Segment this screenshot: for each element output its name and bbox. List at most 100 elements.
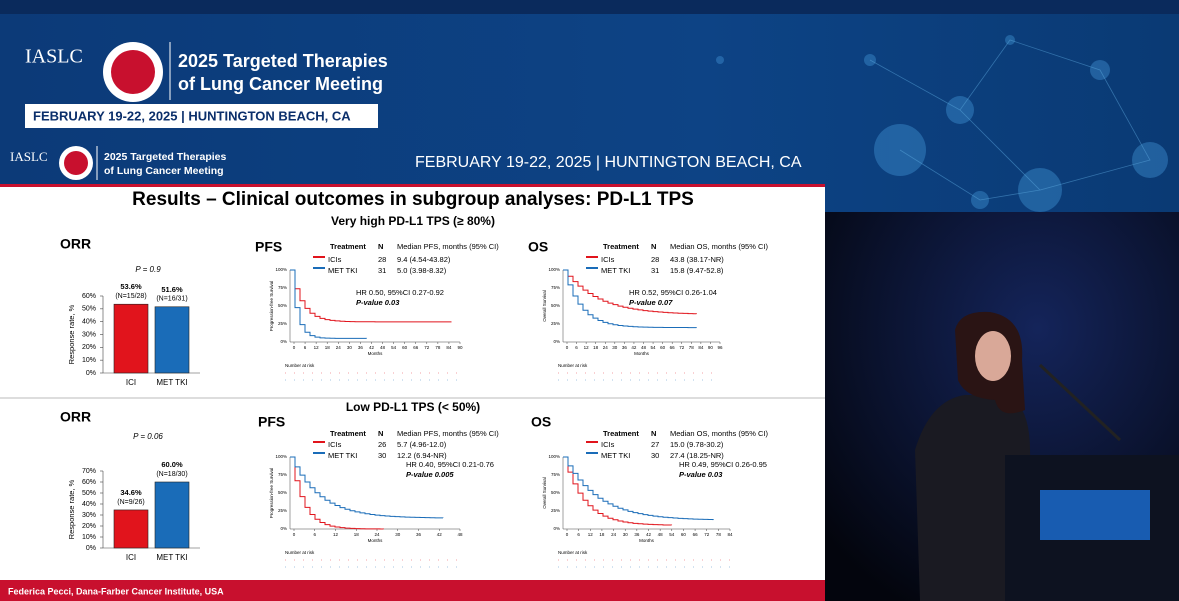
table-header: N [378, 429, 383, 438]
y-tick-label: 40% [82, 319, 96, 326]
km-x-tick-label: 12 [333, 532, 339, 537]
hazard-ratio: HR 0.52, 95%CI 0.26-1.04 [629, 288, 717, 297]
km-y-tick-label: 100% [548, 267, 560, 272]
date-box [25, 104, 378, 128]
risk-label: Number at risk [285, 550, 315, 555]
table-header: Treatment [603, 242, 639, 251]
km-x-tick-label: 24 [611, 532, 617, 537]
table-cell: MET TKI [601, 451, 630, 460]
table-cell: 30 [651, 451, 659, 460]
km-x-label: Months [368, 538, 384, 543]
km-x-tick-label: 84 [698, 345, 704, 350]
y-tick-label: 60% [82, 293, 96, 300]
table-cell: 26 [378, 440, 386, 449]
bar-value-label: 34.6% [120, 488, 142, 497]
km-x-tick-label: 72 [424, 345, 430, 350]
logo-org: IASLC [25, 46, 83, 68]
km-x-tick-label: 6 [577, 532, 580, 537]
slide-title: Results – Clinical outcomes in subgroup … [132, 189, 694, 210]
top-strip [0, 0, 1179, 14]
km-x-tick-label: 60 [660, 345, 666, 350]
header-org: IASLC [10, 149, 48, 164]
header-dates: FEBRUARY 19-22, 2025 | HUNTINGTON BEACH,… [415, 154, 802, 171]
km-x-tick-label: 18 [599, 532, 605, 537]
km-y-tick-label: 100% [275, 267, 287, 272]
km-x-tick-label: 24 [374, 532, 380, 537]
km-x-tick-label: 78 [716, 532, 722, 537]
km-y-tick-label: 0% [553, 339, 560, 344]
y-axis-label: Response rate, % [67, 304, 76, 364]
km-x-tick-label: 42 [631, 345, 637, 350]
y-tick-label: 10% [82, 357, 96, 364]
y-tick-label: 60% [82, 479, 96, 486]
km-x-tick-label: 0 [566, 532, 569, 537]
table-cell: MET TKI [328, 451, 357, 460]
km-x-tick-label: 30 [612, 345, 618, 350]
y-tick-label: 50% [82, 490, 96, 497]
km-x-tick-label: 60 [681, 532, 687, 537]
km-curve [290, 269, 452, 323]
km-x-label: Months [634, 351, 650, 356]
km-x-tick-label: 48 [380, 345, 386, 350]
y-tick-label: 0% [86, 370, 96, 377]
bar-n-label: (N=15/28) [115, 293, 146, 300]
km-y-tick-label: 25% [551, 321, 560, 326]
km-curve [563, 456, 714, 521]
km-title: PFS [258, 414, 285, 430]
table-header: Median PFS, months (95% CI) [397, 242, 499, 251]
y-tick-label: 0% [86, 545, 96, 552]
table-cell: 43.8 (38.17-NR) [670, 255, 724, 264]
y-tick-label: 30% [82, 512, 96, 519]
table-header: Treatment [330, 242, 366, 251]
km-y-label: Overall Survival [542, 290, 547, 322]
km-x-tick-label: 36 [622, 345, 628, 350]
km-curve [290, 456, 384, 530]
logo-inner [111, 50, 155, 94]
table-header: N [651, 242, 656, 251]
y-tick-label: 20% [82, 344, 96, 351]
x-tick-label: ICI [126, 378, 136, 387]
table-cell: 28 [651, 255, 659, 264]
km-y-tick-label: 75% [278, 285, 287, 290]
km-y-tick-label: 0% [280, 526, 287, 531]
orr-title: ORR [60, 409, 91, 425]
km-title: OS [531, 414, 551, 430]
risk-label: Number at risk [558, 550, 588, 555]
km-x-tick-label: 18 [325, 345, 331, 350]
header-meeting: 2025 Targeted Therapies [104, 151, 227, 163]
y-tick-label: 50% [82, 306, 96, 313]
km-y-label: Progression-free Survival [269, 468, 274, 519]
slide-top-rule [0, 184, 825, 187]
km-p-value: P-value 0.03 [356, 298, 400, 307]
km-y-tick-label: 25% [278, 321, 287, 326]
km-x-tick-label: 36 [416, 532, 422, 537]
km-title: OS [528, 239, 548, 255]
km-x-tick-label: 60 [402, 345, 408, 350]
dates: FEBRUARY 19-22, 2025 | HUNTINGTON BEACH,… [33, 108, 351, 123]
km-x-tick-label: 66 [413, 345, 419, 350]
panel-subtitle: Low PD-L1 TPS (< 50%) [346, 400, 480, 414]
footer-text: Federica Pecci, Dana-Farber Cancer Insti… [8, 586, 224, 596]
table-header: Median PFS, months (95% CI) [397, 429, 499, 438]
header-logo-inner [64, 151, 88, 175]
km-y-tick-label: 25% [278, 508, 287, 513]
table-header: N [651, 429, 656, 438]
orr-title: ORR [60, 236, 91, 252]
header-meeting: of Lung Cancer Meeting [104, 165, 224, 177]
table-cell: ICIs [328, 440, 342, 449]
km-x-tick-label: 84 [727, 532, 733, 537]
km-y-tick-label: 75% [551, 472, 560, 477]
bar [154, 306, 190, 374]
bar-n-label: (N=16/31) [156, 296, 187, 303]
km-x-tick-label: 42 [369, 345, 375, 350]
km-y-tick-label: 50% [551, 303, 560, 308]
km-x-tick-label: 6 [575, 345, 578, 350]
bar-value-label: 60.0% [161, 460, 183, 469]
km-p-value: P-value 0.005 [406, 470, 454, 479]
y-tick-label: 20% [82, 523, 96, 530]
km-x-tick-label: 30 [395, 532, 401, 537]
table-cell: ICIs [601, 440, 615, 449]
km-y-tick-label: 50% [551, 490, 560, 495]
km-x-tick-label: 0 [566, 345, 569, 350]
